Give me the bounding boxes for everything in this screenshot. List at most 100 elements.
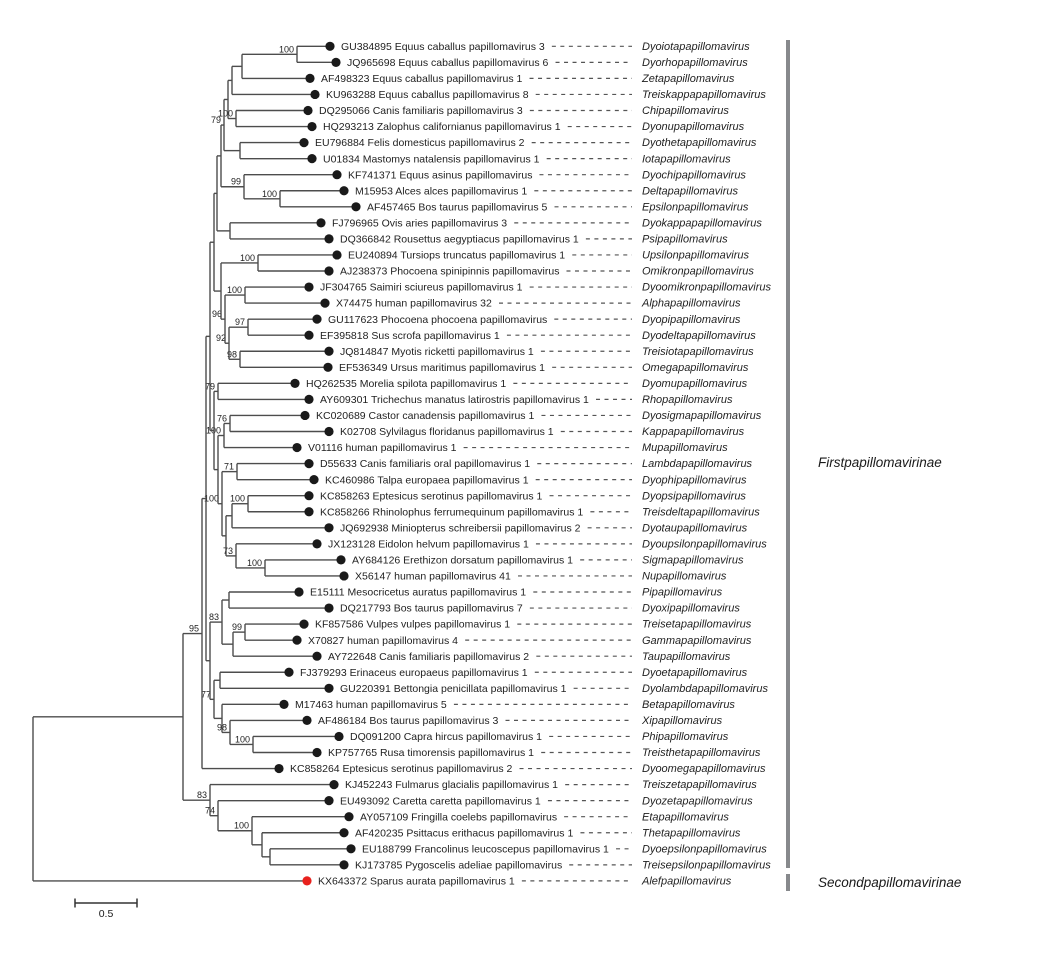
taxon-dot: [290, 378, 300, 388]
taxon-label: D55633 Canis familiaris oral papillomavi…: [320, 458, 530, 470]
genus-label: Omikronpapillomavirus: [642, 266, 754, 278]
genus-label: Dyopsipapillomavirus: [642, 490, 746, 502]
taxon-dot: [294, 587, 304, 597]
genus-label: Treiszetapapillomavirus: [642, 779, 757, 791]
bootstrap-label: 92: [216, 333, 226, 343]
taxon-dot: [344, 812, 354, 822]
taxon-label: KU963288 Equus caballus papillomavirus 8: [326, 89, 529, 101]
genus-label: Xipapillomavirus: [641, 715, 723, 727]
taxon-label: JQ965698 Equus caballus papillomavirus 6: [347, 57, 549, 69]
taxon-label: KC460986 Talpa europaea papillomavirus 1: [325, 474, 529, 486]
genus-label: Betapapillomavirus: [642, 699, 735, 711]
taxon-label: AF486184 Bos taurus papillomavirus 3: [318, 715, 499, 727]
taxon-dot: [279, 699, 289, 709]
genus-label: Dyosigmapapillomavirus: [642, 410, 762, 422]
taxon-dot: [302, 715, 312, 726]
taxon-dot: [334, 731, 344, 742]
taxon-label: AY057109 Fringilla coelebs papillomaviru…: [360, 811, 557, 823]
genus-label: Dyochipapillomavirus: [642, 169, 746, 181]
taxon-label: KC858264 Eptesicus serotinus papillomavi…: [290, 763, 513, 775]
taxon-dot: [329, 780, 339, 790]
genus-label: Zetapapillomavirus: [641, 73, 735, 85]
taxon-label: KX643372 Sparus aurata papillomavirus 1: [318, 876, 515, 888]
taxon-dot: [274, 763, 284, 774]
taxon-label: AJ238373 Phocoena spinipinnis papillomav…: [340, 266, 559, 278]
genus-label: Dyokappapapillomavirus: [642, 217, 762, 229]
taxon-label: GU384895 Equus caballus papillomavirus 3: [341, 41, 545, 53]
subfamily-label-first: Firstpapillomavirinae: [818, 455, 942, 470]
genus-label: Treisthetapapillomavirus: [642, 747, 761, 759]
taxon-dot: [299, 619, 309, 629]
taxon-dot: [324, 523, 334, 533]
genus-label: Psipapillomavirus: [642, 234, 728, 246]
taxon-dot: [331, 57, 341, 67]
genus-label: Gammapapillomavirus: [642, 635, 752, 647]
taxon-dot: [339, 828, 349, 838]
genus-label: Treiskappapapillomavirus: [642, 89, 766, 101]
taxon-dot: [304, 330, 314, 340]
firstpapillomavirinae-clade-bar: [786, 40, 790, 868]
taxon-label: GU220391 Bettongia penicillata papilloma…: [340, 683, 567, 695]
bootstrap-label: 76: [217, 413, 227, 423]
taxon-dot: [304, 282, 314, 292]
genus-label: Lambdapapillomavirus: [642, 458, 753, 470]
genus-label: Dyodeltapapillomavirus: [642, 330, 756, 342]
subfamily-label-second: Secondpapillomavirinae: [818, 875, 962, 890]
taxon-label: JF304765 Saimiri sciureus papillomavirus…: [320, 282, 523, 294]
taxon-label: X74475 human papillomavirus 32: [336, 298, 492, 310]
genus-label: Dyorhopapillomavirus: [642, 57, 748, 69]
taxon-label: EF536349 Ursus maritimus papillomavirus …: [339, 362, 545, 374]
taxon-dot: [324, 346, 334, 356]
bootstrap-label: 98: [227, 349, 237, 359]
taxon-dot: [303, 105, 313, 116]
taxon-label: E15111 Mesocricetus auratus papillomavir…: [310, 587, 526, 599]
genus-label: Dyopipapillomavirus: [642, 314, 741, 326]
bootstrap-label: 77: [201, 689, 211, 699]
genus-label: Mupapillomavirus: [642, 442, 728, 454]
taxon-dot: [284, 667, 294, 677]
taxon-dot: [346, 844, 356, 854]
genus-label: Dyoepsilonpapillomavirus: [642, 843, 767, 855]
taxon-dot: [312, 539, 322, 549]
taxon-label: KJ452243 Fulmarus glacialis papillomavir…: [345, 779, 558, 791]
taxon-dot: [336, 555, 346, 565]
taxon-dot: [324, 683, 334, 693]
bootstrap-label: 96: [212, 309, 222, 319]
taxon-label: AF420235 Psittacus erithacus papillomavi…: [355, 827, 573, 839]
taxon-label: AY684126 Erethizon dorsatum papillomavir…: [352, 555, 573, 567]
genus-label: Dyoiotapapillomavirus: [642, 41, 750, 53]
genus-label: Treisepsilonpapillomavirus: [642, 859, 771, 871]
genus-label: Thetapapillomavirus: [642, 827, 741, 839]
bootstrap-label: 100: [218, 109, 233, 119]
taxon-label: KF741371 Equus asinus papillomavirus: [348, 169, 532, 181]
highlighted-taxon-dot: [302, 876, 312, 886]
genus-label: Etapapillomavirus: [642, 811, 729, 823]
taxon-label: AY609301 Trichechus manatus latirostris …: [320, 394, 589, 406]
genus-label: Omegapapillomavirus: [642, 362, 749, 374]
bootstrap-label: 97: [235, 317, 245, 327]
taxon-dot: [325, 41, 335, 51]
taxon-dot: [339, 571, 349, 581]
genus-label: Phipapillomavirus: [642, 731, 729, 743]
taxon-dot: [332, 250, 342, 260]
bootstrap-label: 99: [232, 622, 242, 632]
genus-label: Rhopapillomavirus: [642, 394, 733, 406]
genus-label: Dyotaupapillomavirus: [642, 522, 748, 534]
genus-label: Iotapapillomavirus: [642, 153, 731, 165]
genus-label: Dyoomikronpapillomavirus: [642, 282, 771, 294]
taxon-dot: [312, 314, 322, 324]
genus-label: Treisdeltapapillomavirus: [642, 506, 760, 518]
taxon-label: EU188799 Francolinus leucoscepus papillo…: [362, 843, 609, 855]
taxon-label: AY722648 Canis familiaris papillomavirus…: [328, 651, 529, 663]
genus-label: Epsilonpapillomavirus: [642, 201, 749, 213]
genus-label: Dyomupapillomavirus: [642, 378, 748, 390]
bootstrap-label: 100: [262, 189, 277, 199]
taxon-dot: [310, 89, 320, 100]
genus-label: Chipapillomavirus: [642, 105, 729, 117]
taxon-label: FJ379293 Erinaceus europaeus papillomavi…: [300, 667, 528, 679]
taxon-label: EU796884 Felis domesticus papillomavirus…: [315, 137, 525, 149]
scale-bar-label: 0.5: [98, 908, 114, 920]
bootstrap-label: 100: [204, 494, 219, 504]
taxon-label: JQ692938 Miniopterus schreibersii papill…: [340, 522, 581, 534]
